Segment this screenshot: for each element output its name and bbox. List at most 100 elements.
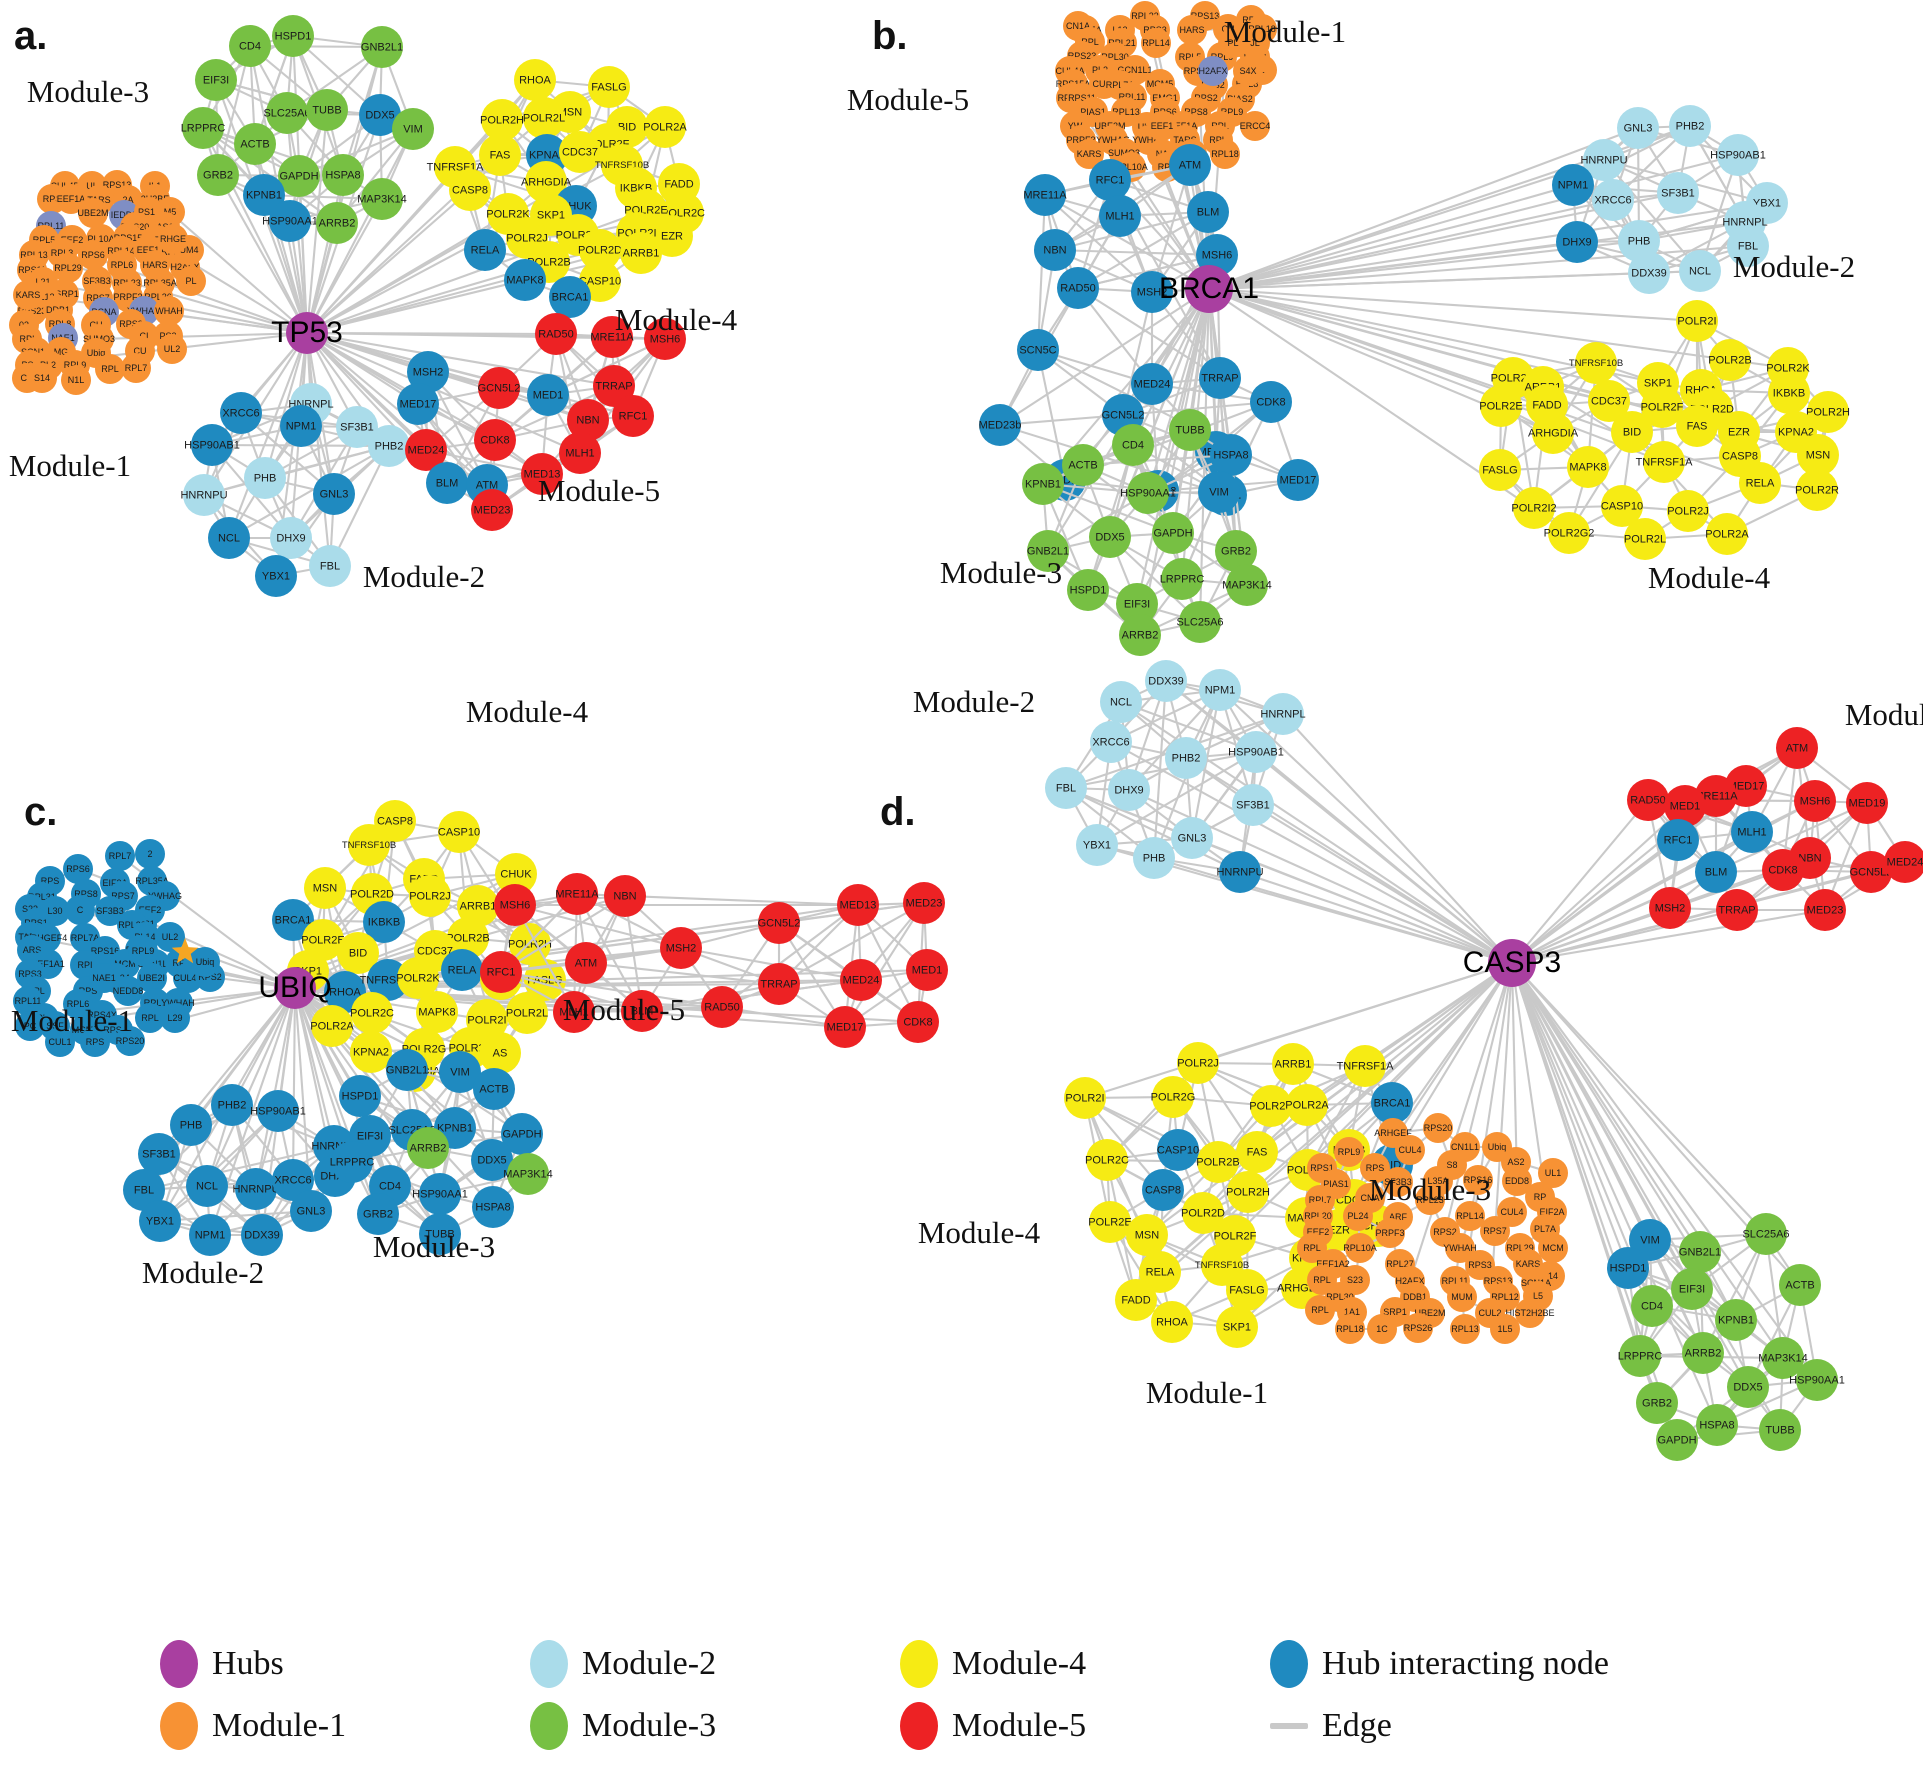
network-node[interactable]: RPS7 (1480, 1216, 1510, 1246)
network-node[interactable]: MAPK8 (416, 991, 458, 1033)
network-node[interactable]: BLM (426, 462, 468, 504)
network-node[interactable]: NCL (1100, 681, 1142, 723)
network-node[interactable]: DHX9 (1556, 221, 1598, 263)
network-node[interactable]: RAD50 (535, 313, 577, 355)
network-node[interactable]: MSH2 (1649, 887, 1691, 929)
network-node[interactable]: LRPPRC (1160, 558, 1205, 600)
network-node[interactable]: HSPA8 (1210, 434, 1252, 476)
network-node[interactable]: GNB2L1 (386, 1049, 428, 1091)
network-node[interactable]: SCN5C (1017, 329, 1059, 371)
network-node[interactable]: RPL (95, 354, 125, 384)
network-node[interactable]: RPS20 (1423, 1113, 1453, 1143)
network-node[interactable]: TUBB (1759, 1409, 1801, 1451)
network-node[interactable]: CDC37 (559, 131, 601, 173)
network-node[interactable]: FBL (309, 545, 351, 587)
hub-node-casp3[interactable]: CASP3 (1463, 939, 1561, 987)
network-node[interactable]: GRB2 (1636, 1382, 1678, 1424)
network-node[interactable]: KPNA2 (350, 1031, 392, 1073)
network-node[interactable]: ATM (565, 942, 607, 984)
network-node[interactable]: CASP8 (1142, 1169, 1184, 1211)
network-node[interactable]: BRCA1 (1371, 1082, 1413, 1124)
network-node[interactable]: RPL9 (1334, 1137, 1364, 1167)
network-node[interactable]: MAPK8 (504, 259, 546, 301)
network-node[interactable]: RHOA (1151, 1301, 1193, 1343)
network-node[interactable]: ACTB (473, 1068, 515, 1110)
network-node[interactable]: ACTB (234, 123, 276, 165)
network-node[interactable]: ARRB2 (407, 1127, 449, 1169)
network-node[interactable]: BRCA1 (549, 276, 591, 318)
network-node[interactable]: NBN (604, 875, 646, 917)
network-node[interactable]: HNRNPU (1216, 851, 1264, 893)
network-node[interactable]: GAPDH (1152, 512, 1194, 554)
network-node[interactable]: IKBKB (1768, 372, 1810, 414)
network-node[interactable]: CD4 (1112, 424, 1154, 466)
network-node[interactable]: NEDD8 (113, 976, 144, 1006)
network-node[interactable]: PL (176, 266, 206, 296)
network-node[interactable]: SKP1 (1216, 1306, 1258, 1348)
hub-node-tp53[interactable]: TP53 (271, 312, 343, 354)
network-node[interactable]: VIM (392, 108, 434, 150)
network-node[interactable]: AS (479, 1032, 521, 1074)
network-node[interactable]: RELA (464, 229, 506, 271)
network-node[interactable]: HSPA8 (1696, 1404, 1738, 1446)
network-node[interactable]: HSPD1 (1067, 569, 1109, 611)
network-node[interactable]: Ubiq (190, 947, 220, 977)
network-node[interactable]: PHB (170, 1104, 212, 1146)
network-node[interactable]: VIM (1198, 471, 1240, 513)
network-node[interactable]: ARRB1 (1272, 1043, 1314, 1085)
network-node[interactable]: MED23 (1804, 889, 1846, 931)
network-node[interactable]: NPM1 (280, 405, 322, 447)
network-node[interactable]: TUBB (306, 89, 348, 131)
network-node[interactable]: RPL (1305, 1295, 1335, 1325)
network-node[interactable]: BLM (1187, 191, 1229, 233)
network-node[interactable]: TRRAP (758, 963, 800, 1005)
network-node[interactable]: RPL13 (1450, 1314, 1480, 1344)
network-node[interactable]: MED24 (840, 959, 882, 1001)
network-node[interactable]: MLH1 (1099, 195, 1141, 237)
network-node[interactable]: 1L5 (1490, 1314, 1520, 1344)
network-node[interactable]: KARS (13, 280, 43, 310)
network-node[interactable]: RPL14 (1141, 28, 1171, 58)
network-node[interactable]: NPM1 (189, 1214, 231, 1256)
network-node[interactable]: PHB2 (368, 425, 410, 467)
network-node[interactable]: GAPDH (1656, 1419, 1698, 1461)
network-node[interactable]: GNB2L1 (1679, 1231, 1721, 1273)
network-node[interactable]: RAD50 (1057, 267, 1099, 309)
network-node[interactable]: CUL4 (1395, 1135, 1425, 1165)
network-node[interactable]: ARRB2 (1119, 614, 1161, 656)
network-node[interactable]: NCL (186, 1165, 228, 1207)
network-node[interactable]: FAS (1236, 1131, 1278, 1173)
network-node[interactable]: FAS (479, 134, 521, 176)
network-node[interactable]: H2AFX (1198, 56, 1228, 86)
network-node[interactable]: RAD50 (1627, 779, 1669, 821)
network-node[interactable]: MED17 (1277, 459, 1319, 501)
network-node[interactable]: ACTB (1062, 444, 1104, 486)
network-node[interactable]: ARRB1 (620, 232, 662, 274)
network-node[interactable]: PRPF3 (1375, 1218, 1405, 1248)
network-node[interactable]: POLR2L (1624, 518, 1666, 560)
network-node[interactable]: HSPD1 (1607, 1247, 1649, 1289)
network-node[interactable]: DHX9 (270, 517, 312, 559)
network-node[interactable]: RHGE (158, 224, 188, 254)
network-node[interactable]: POLR2I (1676, 300, 1718, 342)
network-node[interactable]: POLR2I (1064, 1077, 1106, 1119)
network-node[interactable]: MSN (304, 867, 346, 909)
network-node[interactable]: MLH1 (1731, 811, 1773, 853)
network-node[interactable]: MAPK8 (1567, 446, 1609, 488)
network-node[interactable]: XRCC6 (1090, 721, 1132, 763)
network-node[interactable]: POLR2J (409, 875, 451, 917)
network-node[interactable]: HNRNPU (180, 474, 228, 516)
network-node[interactable]: RELA (441, 949, 483, 991)
network-node[interactable]: MLH1 (559, 432, 601, 474)
network-node[interactable]: DDX39 (1628, 252, 1670, 294)
network-node[interactable]: FASLG (588, 66, 630, 108)
network-node[interactable]: KPNB1 (1022, 463, 1064, 505)
network-node[interactable]: ARRB2 (1682, 1332, 1724, 1374)
network-node[interactable]: POLR2I2 (1511, 487, 1557, 529)
network-node[interactable]: MED1 (906, 949, 948, 991)
network-node[interactable]: HSPD1 (272, 15, 314, 57)
network-node[interactable]: SF3B1 (1657, 172, 1699, 214)
network-node[interactable]: UL2 (157, 334, 187, 364)
network-node[interactable]: MED1 (527, 374, 569, 416)
network-node[interactable]: BID (1611, 411, 1653, 453)
